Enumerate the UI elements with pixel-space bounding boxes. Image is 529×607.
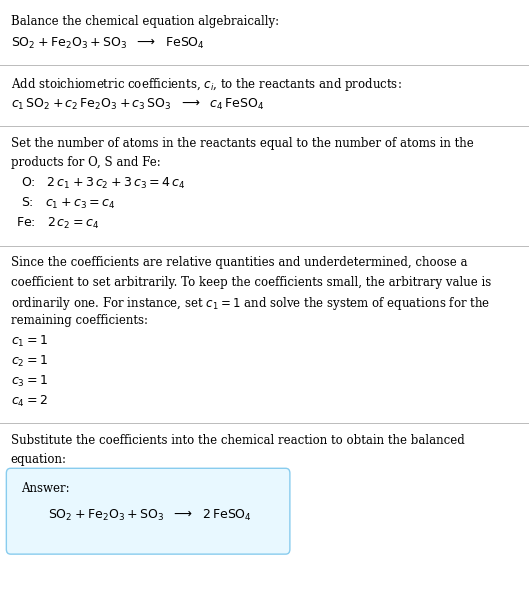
Text: $c_3 = 1$: $c_3 = 1$	[11, 374, 48, 389]
FancyBboxPatch shape	[6, 469, 290, 554]
Text: Answer:: Answer:	[21, 483, 70, 495]
Text: Fe:   $2\,c_2 = c_4$: Fe: $2\,c_2 = c_4$	[16, 217, 99, 231]
Text: $c_4 = 2$: $c_4 = 2$	[11, 394, 47, 409]
Text: Add stoichiometric coefficients, $c_i$, to the reactants and products:: Add stoichiometric coefficients, $c_i$, …	[11, 76, 402, 93]
Text: O:   $2\,c_1 + 3\,c_2 + 3\,c_3 = 4\,c_4$: O: $2\,c_1 + 3\,c_2 + 3\,c_3 = 4\,c_4$	[21, 177, 185, 191]
Text: ordinarily one. For instance, set $c_1 = 1$ and solve the system of equations fo: ordinarily one. For instance, set $c_1 =…	[11, 295, 490, 312]
Text: $\mathrm{SO_2 + Fe_2O_3 + SO_3\ \ \longrightarrow\ \ 2\,FeSO_4}$: $\mathrm{SO_2 + Fe_2O_3 + SO_3\ \ \longr…	[48, 508, 251, 523]
Text: $\mathrm{SO_2 + Fe_2O_3 + SO_3\ \ \longrightarrow\ \ FeSO_4}$: $\mathrm{SO_2 + Fe_2O_3 + SO_3\ \ \longr…	[11, 36, 205, 51]
Text: Set the number of atoms in the reactants equal to the number of atoms in the: Set the number of atoms in the reactants…	[11, 137, 473, 150]
Text: $c_1 = 1$: $c_1 = 1$	[11, 334, 48, 349]
Text: equation:: equation:	[11, 453, 67, 466]
Text: $c_2 = 1$: $c_2 = 1$	[11, 354, 48, 369]
Text: Since the coefficients are relative quantities and underdetermined, choose a: Since the coefficients are relative quan…	[11, 257, 467, 270]
Text: products for O, S and Fe:: products for O, S and Fe:	[11, 157, 160, 169]
Text: Balance the chemical equation algebraically:: Balance the chemical equation algebraica…	[11, 15, 279, 28]
Text: remaining coefficients:: remaining coefficients:	[11, 314, 148, 327]
Text: S:   $c_1 + c_3 = c_4$: S: $c_1 + c_3 = c_4$	[21, 197, 115, 211]
Text: coefficient to set arbitrarily. To keep the coefficients small, the arbitrary va: coefficient to set arbitrarily. To keep …	[11, 276, 491, 288]
Text: Substitute the coefficients into the chemical reaction to obtain the balanced: Substitute the coefficients into the che…	[11, 434, 464, 447]
Text: $c_1\,\mathrm{SO_2} + c_2\,\mathrm{Fe_2O_3} + c_3\,\mathrm{SO_3}\ \ \longrightar: $c_1\,\mathrm{SO_2} + c_2\,\mathrm{Fe_2O…	[11, 97, 264, 112]
